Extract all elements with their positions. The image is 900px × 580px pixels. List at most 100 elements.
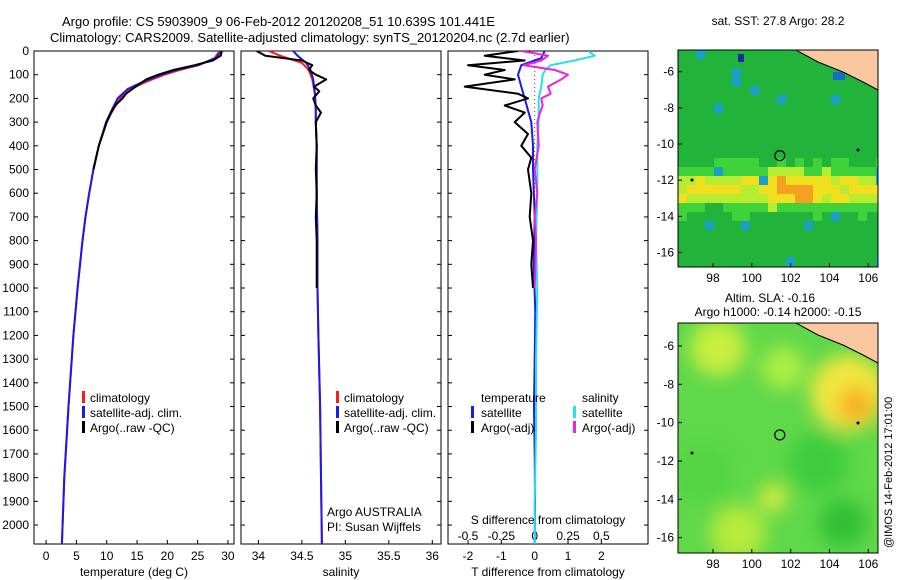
temperature-x-tick-label: 10 xyxy=(100,549,114,563)
sst-cell xyxy=(705,77,715,87)
sst-cell xyxy=(714,86,724,96)
sla-map-content xyxy=(678,323,878,553)
sst-cell xyxy=(804,122,814,132)
sst-cell xyxy=(849,230,859,240)
sst-cell xyxy=(813,86,823,96)
sla-anomaly-blob xyxy=(788,433,848,493)
s-difference-axis-label: S difference from climatology xyxy=(471,513,626,527)
sst-cell xyxy=(795,248,805,258)
sst-cell xyxy=(840,131,850,141)
sst-cell xyxy=(723,59,733,69)
sst-cell xyxy=(813,122,823,132)
sst-cell xyxy=(696,239,706,249)
sst-cell xyxy=(804,95,814,105)
sst-cell xyxy=(840,203,850,213)
depth-tick-label: 600 xyxy=(9,186,29,200)
sst-cell xyxy=(777,95,787,105)
sst-cell xyxy=(723,113,733,123)
sst-cell xyxy=(804,140,814,150)
sst-cell xyxy=(813,194,823,204)
sst-cell xyxy=(867,239,877,249)
sst-cell xyxy=(795,257,805,267)
salinity-chart: 34 34.5 35 35.5 36 xyxy=(252,51,439,563)
temperature-axis-label: temperature (deg C) xyxy=(80,565,188,579)
sst-cell xyxy=(786,122,796,132)
s-difference-tick-label: 0.5 xyxy=(593,529,610,543)
sst-cell xyxy=(678,149,688,159)
sla-anomaly-blob xyxy=(759,484,787,512)
sst-cell xyxy=(831,248,841,258)
sst-cell xyxy=(849,140,859,150)
sst-cell xyxy=(831,167,841,177)
sst-map-title: sat. SST: 27.8 Argo: 28.2 xyxy=(712,14,845,28)
legend-label-s-argo: Argo(-adj) xyxy=(582,421,635,435)
sst-cell xyxy=(822,140,832,150)
sst-cell xyxy=(678,50,688,60)
sst-cell xyxy=(804,230,814,240)
temperature-x-tick-label: 25 xyxy=(191,549,205,563)
legend-swatch-climatology xyxy=(82,391,85,403)
sst-cell xyxy=(741,185,751,195)
sst-cold-cell xyxy=(833,72,845,80)
sst-cell xyxy=(813,59,823,69)
sst-cell xyxy=(678,176,688,186)
sst-cell xyxy=(768,203,778,213)
sst-cell xyxy=(768,149,778,159)
sst-cell xyxy=(876,230,878,240)
sst-cell xyxy=(759,149,769,159)
sst-cell xyxy=(876,194,878,204)
sst-cell xyxy=(831,257,841,267)
sst-cell xyxy=(795,239,805,249)
sst-cell xyxy=(849,239,859,249)
sst-cell xyxy=(822,149,832,159)
sst-cell xyxy=(840,194,850,204)
sst-cell xyxy=(795,131,805,141)
sst-cell xyxy=(705,140,715,150)
sst-cell xyxy=(678,257,688,267)
depth-tick-label: 400 xyxy=(9,139,29,153)
sst-cell xyxy=(696,167,706,177)
legend-label-satellite: satellite-adj. clim. xyxy=(344,406,436,420)
sst-cell xyxy=(804,212,814,222)
sst-cell xyxy=(876,95,878,105)
sst-cell xyxy=(714,149,724,159)
sst-cell xyxy=(768,104,778,114)
sst-cell xyxy=(849,104,859,114)
sst-cell xyxy=(732,248,742,258)
depth-tick-label: 100 xyxy=(9,68,29,82)
sst-cell xyxy=(723,86,733,96)
sst-cell xyxy=(696,158,706,168)
sst-cell xyxy=(831,230,841,240)
sst-cell xyxy=(795,212,805,222)
sst-cell xyxy=(705,257,715,267)
sst-cell xyxy=(705,185,715,195)
sst-cell xyxy=(876,149,878,159)
sst-cell xyxy=(867,185,877,195)
sst-cell xyxy=(714,239,724,249)
sst-cell xyxy=(849,149,859,159)
sst-cell xyxy=(840,221,850,231)
sst-cell xyxy=(822,122,832,132)
sst-lon-tick-label: 102 xyxy=(781,271,801,285)
sst-cell xyxy=(849,176,859,186)
sst-cell xyxy=(804,257,814,267)
sst-cell xyxy=(750,104,760,114)
depth-tick-label: 1900 xyxy=(2,494,29,508)
sst-cell xyxy=(849,131,859,141)
temperature-legend: climatology satellite-adj. clim. Argo(..… xyxy=(82,391,182,435)
sst-cell xyxy=(750,239,760,249)
sst-cell xyxy=(858,149,868,159)
sst-cell xyxy=(696,194,706,204)
sst-cell xyxy=(714,158,724,168)
sst-cell xyxy=(831,212,841,222)
sst-cell xyxy=(768,77,778,87)
sst-cell xyxy=(705,230,715,240)
sst-cell xyxy=(849,158,859,168)
legend-swatch-s-satellite xyxy=(573,406,576,418)
sst-cell xyxy=(723,140,733,150)
sst-lat-tick-label: -12 xyxy=(657,173,675,187)
sst-cell xyxy=(714,131,724,141)
sst-cell xyxy=(840,86,850,96)
sst-cell xyxy=(849,221,859,231)
